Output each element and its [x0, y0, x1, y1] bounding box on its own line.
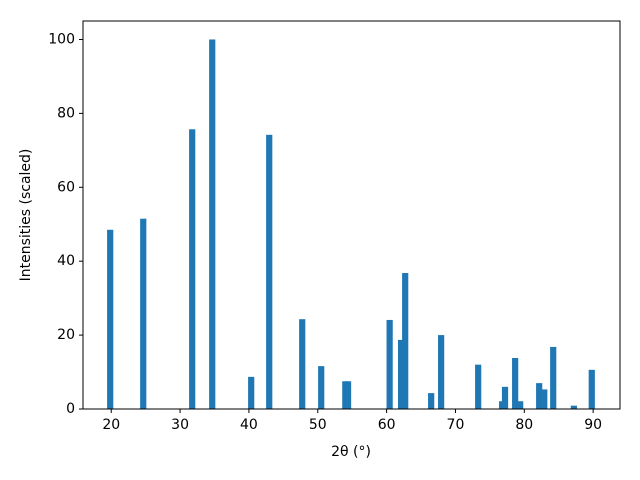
bar	[475, 364, 482, 409]
y-tick-label: 40	[57, 253, 75, 269]
bar	[248, 376, 255, 409]
bar	[386, 319, 393, 409]
plot-frame	[82, 20, 621, 410]
bar	[344, 381, 352, 409]
x-tick-label: 50	[309, 417, 327, 433]
bar	[266, 134, 273, 409]
y-tick-label: 100	[48, 31, 75, 47]
bar	[140, 218, 147, 409]
x-tick-label: 40	[240, 417, 258, 433]
bar	[397, 339, 405, 409]
x-tick-label: 30	[171, 417, 189, 433]
bar	[501, 386, 509, 409]
bar	[570, 405, 577, 409]
bar	[299, 319, 306, 409]
bar	[550, 346, 557, 409]
bar	[536, 383, 543, 409]
x-axis-label: 2θ (°)	[331, 444, 371, 460]
bar	[318, 366, 325, 409]
x-tick-label: 60	[378, 417, 396, 433]
bar	[209, 39, 216, 409]
x-tick-label: 80	[515, 417, 533, 433]
bar	[517, 401, 524, 409]
bar	[588, 369, 595, 409]
y-tick-label: 20	[57, 327, 75, 343]
bar	[189, 129, 196, 409]
bar	[402, 273, 409, 409]
x-tick-label: 90	[584, 417, 602, 433]
bar	[428, 393, 435, 409]
x-tick-label: 70	[447, 417, 465, 433]
x-tick-label: 20	[102, 417, 120, 433]
bar	[438, 335, 445, 409]
y-tick-label: 0	[66, 401, 75, 417]
bar	[107, 229, 114, 409]
y-axis-label: Intensities (scaled)	[18, 149, 34, 282]
bar	[512, 358, 519, 409]
bar	[541, 389, 548, 409]
y-tick-label: 80	[57, 105, 75, 121]
y-tick-label: 60	[57, 179, 75, 195]
